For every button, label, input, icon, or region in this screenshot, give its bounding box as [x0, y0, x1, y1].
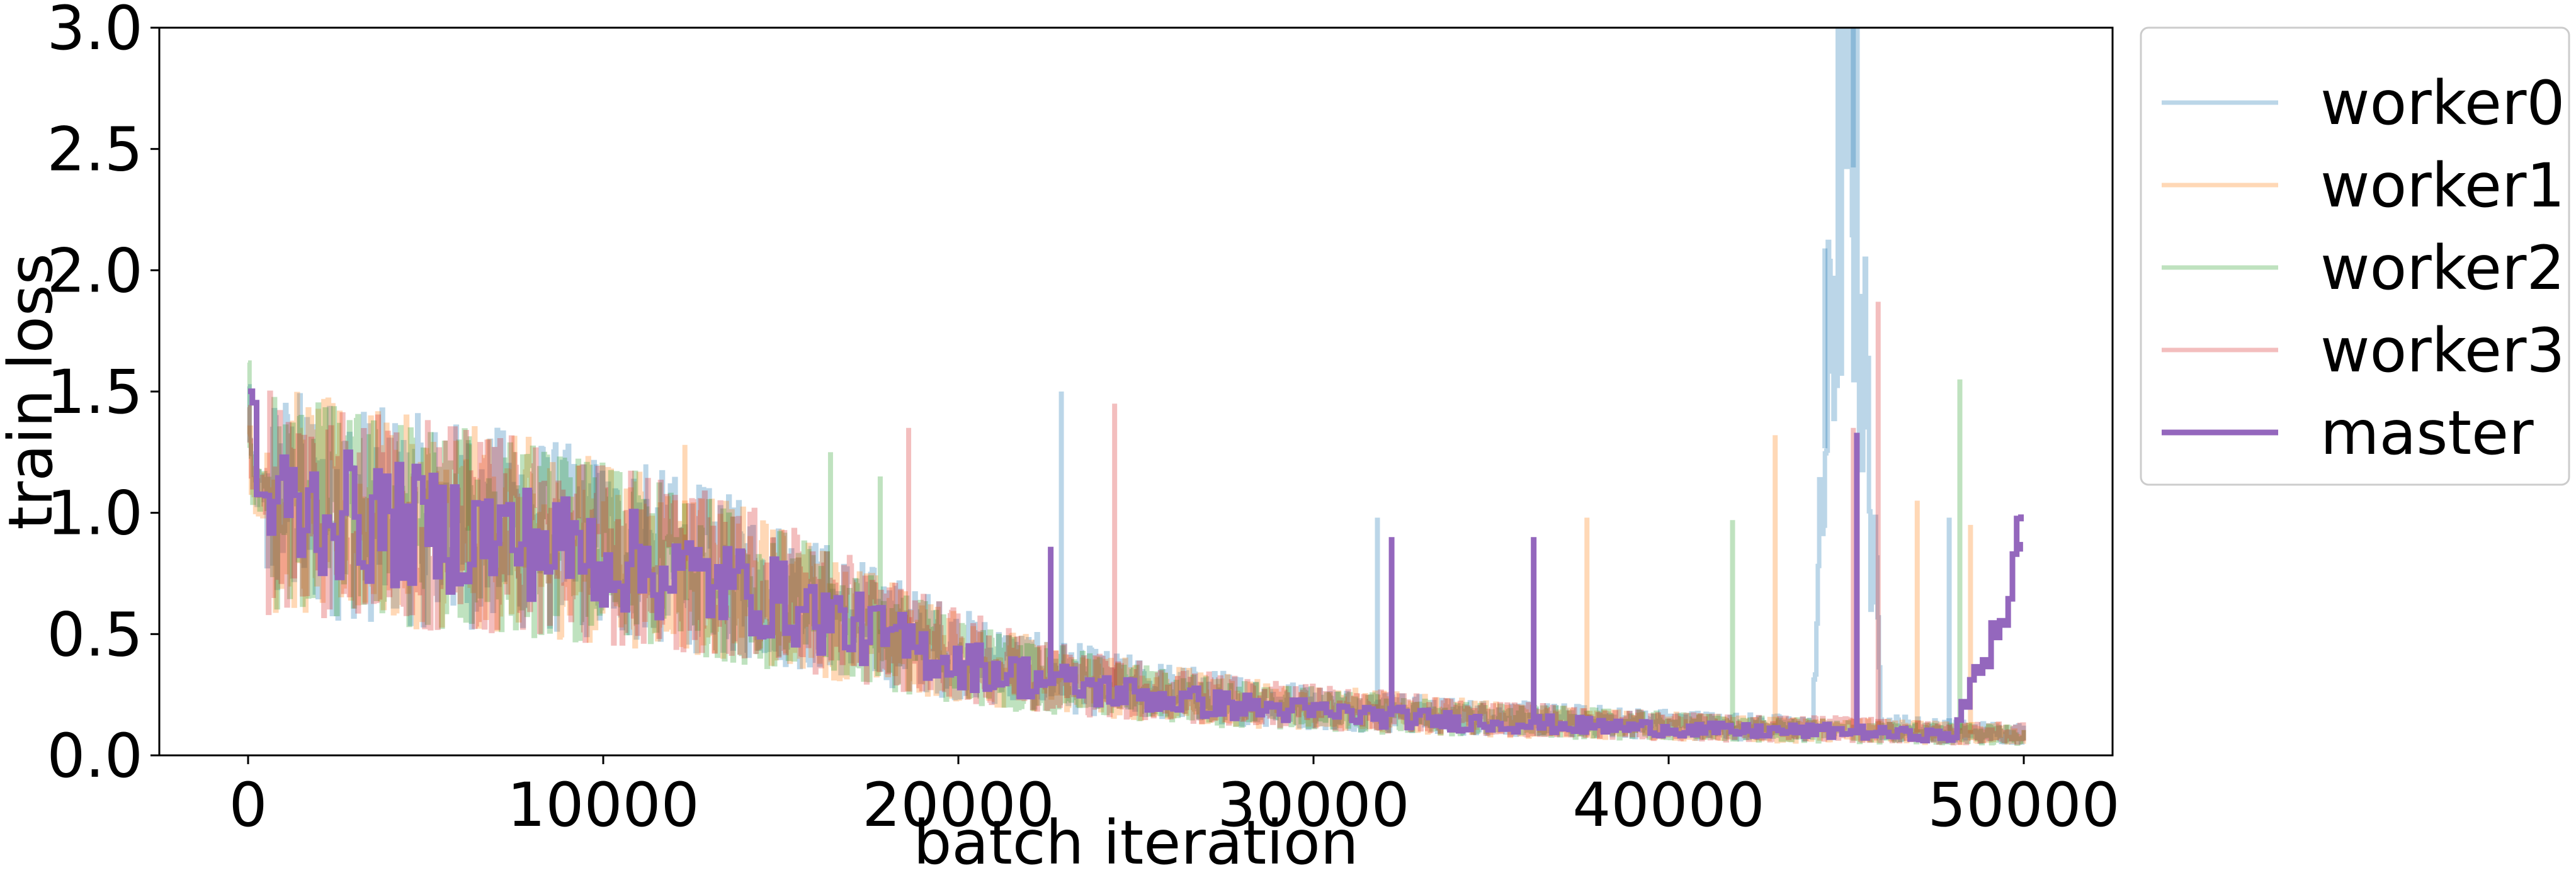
series-line-master	[248, 388, 2024, 743]
legend-label-worker3: worker3	[2320, 315, 2565, 386]
x-tick-label: 40000	[1572, 770, 1764, 840]
legend-label-worker1: worker1	[2320, 150, 2565, 221]
x-tick-label: 20000	[862, 770, 1054, 840]
legend-label-master: master	[2320, 398, 2534, 468]
legend: worker0 worker1 worker2 worker3 master	[2140, 26, 2570, 486]
series-line-worker3	[247, 390, 2026, 746]
y-axis-label: train loss	[0, 253, 66, 529]
legend-label-worker0: worker0	[2320, 68, 2565, 138]
x-axis: 0 10000 20000 30000 40000 50000	[229, 755, 2120, 840]
legend-box	[2140, 26, 2570, 486]
series-layer	[247, 28, 2026, 746]
y-tick-label: 2.5	[47, 115, 143, 185]
x-tick-label: 0	[229, 770, 267, 840]
series-master	[248, 388, 2024, 743]
x-axis-label: batch iteration	[913, 808, 1358, 878]
series-line-worker0	[247, 28, 2026, 745]
y-tick-label: 1.0	[47, 478, 143, 549]
plot-frame	[158, 26, 2114, 757]
y-tick-label: 1.5	[47, 357, 143, 427]
series-worker3	[247, 302, 2026, 746]
x-tick-label: 10000	[507, 770, 699, 840]
x-tick-label: 50000	[1927, 770, 2119, 840]
y-tick-label: 3.0	[47, 0, 143, 64]
y-axis: 0.0 0.5 1.0 1.5 2.0 2.5 3.0	[47, 0, 159, 791]
series-worker0	[247, 28, 2026, 745]
y-tick-label: 2.0	[47, 235, 143, 306]
y-tick-label: 0.0	[47, 721, 143, 791]
x-tick-label: 30000	[1217, 770, 1409, 840]
y-tick-label: 0.5	[47, 599, 143, 670]
legend-label-worker2: worker2	[2320, 233, 2565, 303]
plot-area	[158, 26, 2114, 757]
